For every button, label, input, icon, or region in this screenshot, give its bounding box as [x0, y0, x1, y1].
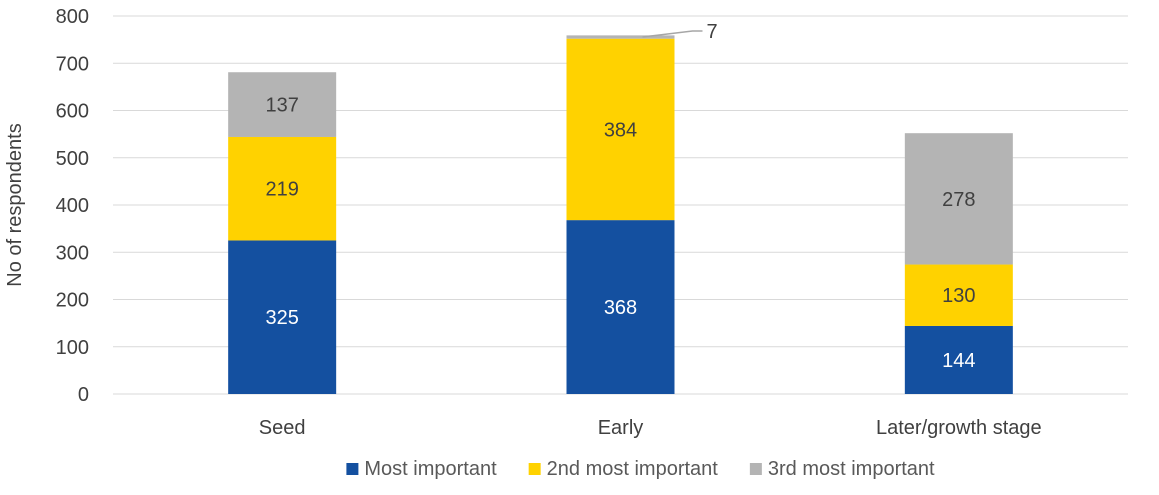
y-tick-label: 500 [56, 148, 89, 170]
data-label: 7 [707, 21, 718, 43]
x-category-label: Early [598, 417, 644, 439]
data-label: 144 [942, 350, 975, 372]
y-tick-label: 700 [56, 53, 89, 75]
data-label: 219 [265, 179, 298, 201]
y-tick-label: 200 [56, 290, 89, 312]
legend-swatch [346, 463, 359, 475]
y-tick-label: 100 [56, 337, 89, 359]
bar-segment [566, 38, 675, 221]
data-label-leader [642, 30, 703, 38]
bar-segment [904, 264, 1013, 326]
data-label: 137 [265, 95, 298, 117]
data-label: 368 [604, 297, 637, 319]
bars [228, 35, 1013, 394]
y-tick-label: 800 [56, 6, 89, 28]
y-tick-label: 600 [56, 101, 89, 123]
bar-segment [566, 220, 675, 394]
data-label: 384 [604, 119, 637, 141]
legend-swatch [528, 463, 541, 475]
data-label: 130 [942, 285, 975, 307]
bar-segment [904, 325, 1013, 394]
legend-label: Most important [364, 458, 497, 480]
bar-segment [228, 72, 337, 137]
legend-label: 3rd most important [768, 458, 935, 480]
y-axis-title: No of respondents [4, 123, 26, 286]
y-tick-label: 300 [56, 242, 89, 264]
bar-segment [904, 133, 1013, 265]
x-axis-categories: Seed Early Later/growth stage [259, 417, 1042, 439]
legend-label: 2nd most important [547, 458, 719, 480]
bar-segment [228, 240, 337, 394]
legend-swatch [749, 463, 762, 475]
data-label: 278 [942, 189, 975, 211]
x-category-label: Seed [259, 417, 306, 439]
legend: Most important 2nd most important 3rd most… [346, 458, 935, 480]
y-tick-label: 0 [78, 384, 89, 406]
data-label: 325 [265, 307, 298, 329]
bar-segment [228, 136, 337, 241]
x-category-label: Later/growth stage [876, 417, 1042, 439]
y-axis-ticks: 0 100 200 300 400 500 600 700 800 [56, 6, 89, 406]
data-labels: 325 219 137 368 384 7 144 130 278 [265, 21, 975, 372]
y-tick-label: 400 [56, 195, 89, 217]
bar-segment [566, 35, 675, 39]
